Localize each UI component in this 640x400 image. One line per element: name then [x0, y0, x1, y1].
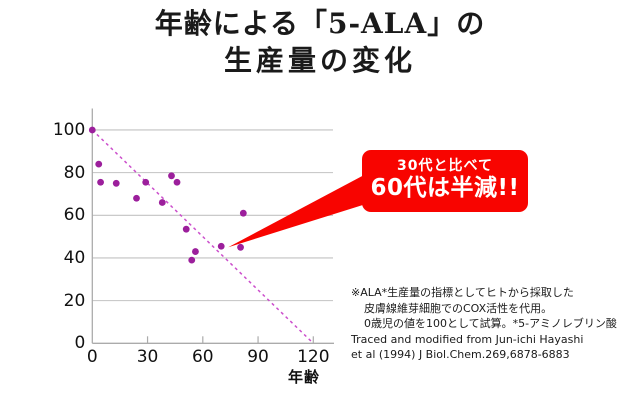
footnote-line: 0歳児の値を100として試算。*5-アミノレブリン酸 [364, 317, 617, 330]
page-title: 年齢による「5-ALA」の 生産量の変化 [0, 5, 640, 79]
footnote-line: 皮膚線維芽細胞でのCOX活性を代用。 [364, 301, 553, 315]
x-tick-label: 0 [86, 347, 98, 367]
y-tick-label: 80 [63, 162, 86, 183]
x-tick-label: 90 [247, 347, 269, 367]
footnote-line: et al (1994) J Biol.Chem.269,6878-6883 [351, 348, 570, 361]
data-point [237, 243, 244, 251]
data-point [158, 199, 166, 206]
footnote-line: ※ALA*生産量の指標としてヒトから採取した [351, 286, 574, 299]
y-tick-label: 20 [63, 290, 86, 311]
page-title-line2: 生産量の変化 [223, 44, 416, 77]
y-tick-label: 100 [52, 119, 86, 140]
data-point [188, 256, 196, 264]
y-tick-label: 0 [74, 333, 86, 354]
trend-line [91, 129, 314, 344]
callout-bubble: 30代と比べて 60代は半減!! [362, 150, 528, 212]
data-point [173, 178, 181, 186]
data-point [142, 178, 150, 186]
callout-line2: 60代は半減!! [370, 175, 520, 201]
callout-line1: 30代と比べて [397, 158, 493, 174]
x-axis-title: 年齢 [287, 368, 320, 386]
data-point [168, 172, 175, 180]
data-point [112, 179, 120, 187]
data-point [95, 160, 103, 168]
footnote-line: Traced and modified from Jun-ichi Hayash… [351, 332, 584, 346]
data-point [239, 209, 247, 217]
footnote: ※ALA*生産量の指標としてヒトから採取した 皮膚線維芽細胞でのCOX活性を代用… [351, 285, 640, 363]
data-point [88, 126, 96, 134]
page-title-line1: 年齢による「5-ALA」の [154, 7, 486, 40]
x-tick-label: 60 [191, 347, 214, 367]
callout-wedge [228, 174, 366, 248]
data-point [192, 248, 199, 255]
data-point [133, 194, 140, 202]
x-tick-label: 120 [297, 347, 330, 367]
y-tick-label: 40 [63, 247, 86, 268]
y-tick-label: 60 [63, 205, 86, 226]
data-point [217, 242, 225, 250]
data-point [182, 225, 190, 233]
data-point [97, 178, 104, 186]
x-tick-label: 30 [136, 347, 159, 367]
